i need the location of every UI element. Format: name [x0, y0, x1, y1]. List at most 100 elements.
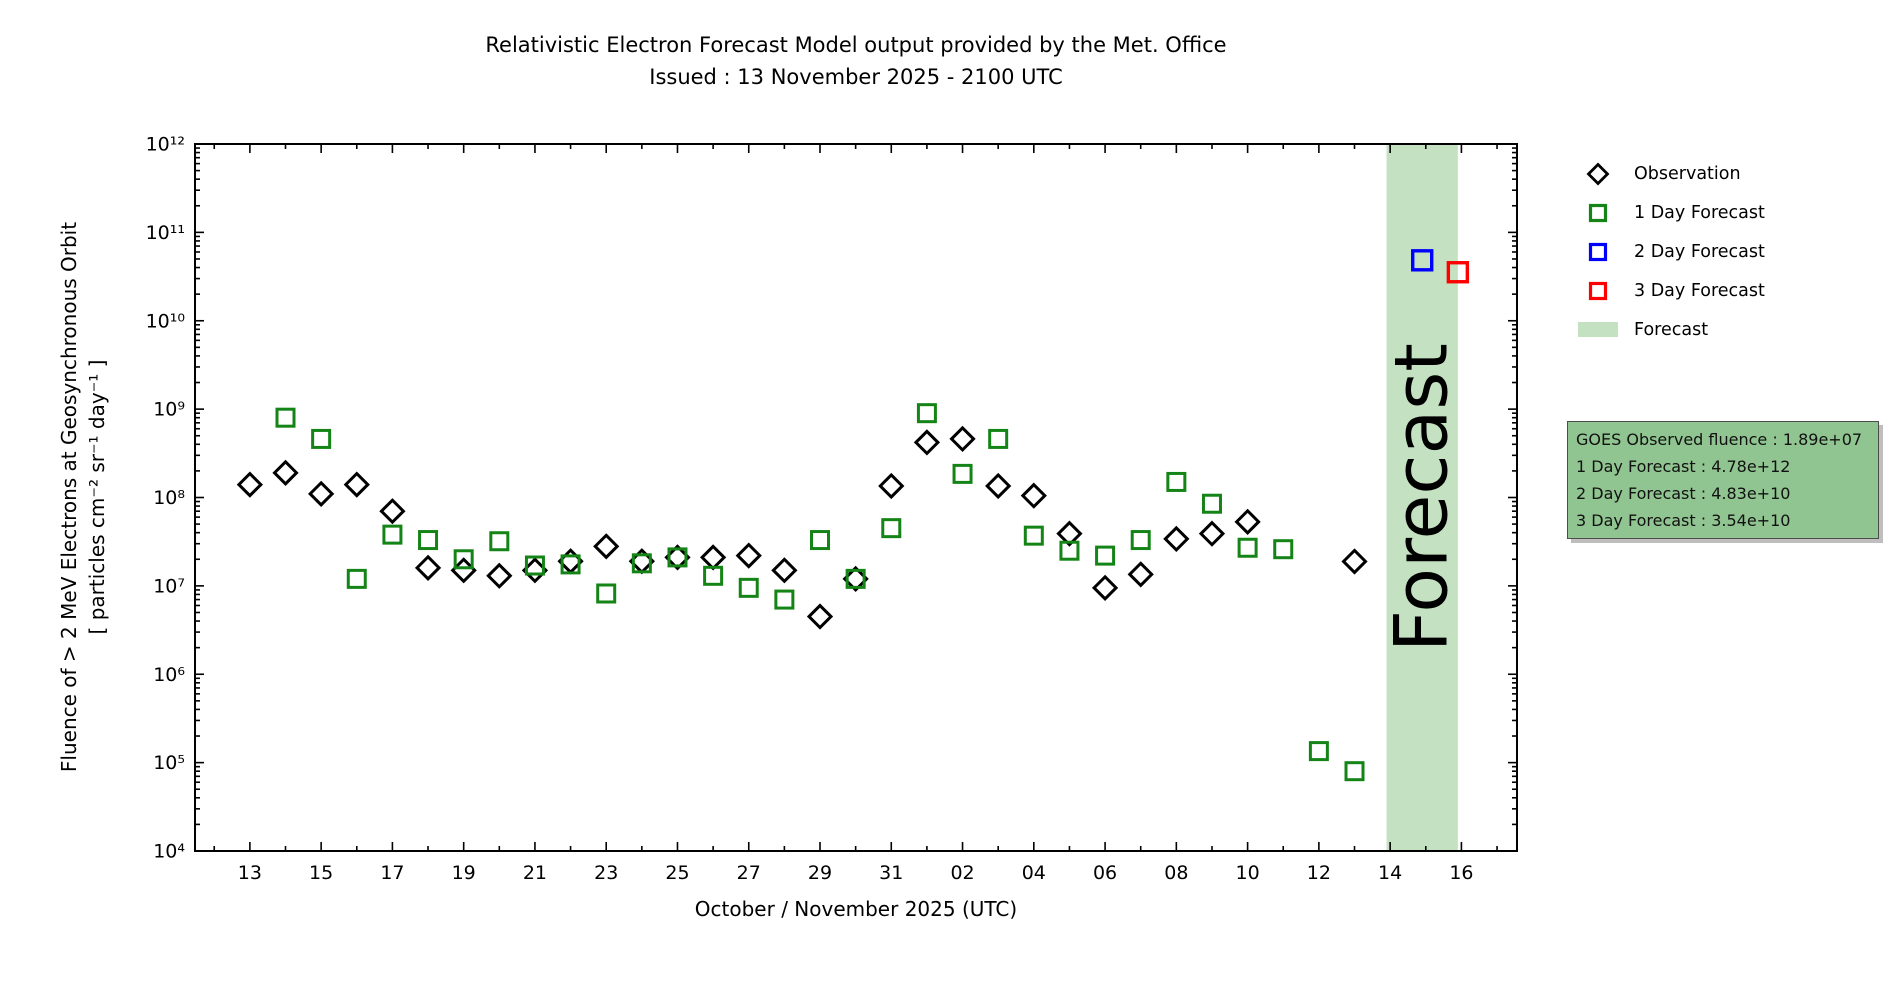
x-tick-label: 13: [238, 862, 262, 884]
x-tick-label: 17: [380, 862, 404, 884]
observation-marker-icon: [1576, 162, 1620, 186]
data-point-1-day-forecast: [738, 577, 759, 598]
x-tick-label: 31: [879, 862, 903, 884]
data-point-1-day-forecast: [845, 568, 866, 589]
data-point-observation: [1163, 525, 1190, 553]
data-point-1-day-forecast: [703, 565, 724, 586]
data-point-observation: [1020, 482, 1047, 509]
y-tick-label: 10¹⁰: [146, 310, 185, 332]
data-point-1-day-forecast: [489, 531, 510, 552]
info-line: 2 Day Forecast : 4.83e+10: [1576, 484, 1791, 503]
legend-item-forecast: Forecast: [1576, 316, 1765, 343]
x-tick-label: 29: [808, 862, 832, 884]
data-point-observation: [272, 459, 299, 486]
data-point-1-day-forecast: [1237, 537, 1258, 558]
y-axis-unit-label: [ particles cm⁻² sr⁻¹ day⁻¹ ]: [85, 360, 109, 635]
forecast-band-swatch-icon: [1576, 321, 1620, 338]
info-line: GOES Observed fluence : 1.89e+07: [1576, 430, 1863, 449]
data-point-observation: [699, 544, 727, 571]
legend-label: 2 Day Forecast: [1634, 241, 1765, 262]
info-line: 3 Day Forecast : 3.54e+10: [1576, 511, 1791, 530]
legend: Observation 1 Day Forecast 2 Day Forecast 3…: [1576, 160, 1765, 343]
data-point-observation: [593, 533, 620, 560]
data-point-1-day-forecast: [1166, 471, 1187, 492]
x-tick-label: 02: [950, 862, 974, 884]
legend-item-observation: Observation: [1576, 160, 1765, 187]
chart-subtitle: Issued : 13 November 2025 - 2100 UTC: [649, 65, 1063, 89]
data-point-1-day-forecast: [1059, 540, 1080, 561]
data-point-observation: [236, 471, 263, 498]
legend-item-2-day-forecast: 2 Day Forecast: [1576, 238, 1765, 265]
data-point-observation: [414, 554, 442, 581]
data-point-observation: [878, 472, 905, 500]
data-point-observation: [1234, 508, 1261, 535]
data-point-1-day-forecast: [1023, 525, 1044, 546]
chart-content: Forecast 13 15 17 19 21 23 25 27 29 31 02 04 06 08 10 12…: [146, 134, 1518, 884]
forecast-marker-icon: [1576, 201, 1620, 225]
data-point-1-day-forecast: [1273, 539, 1294, 560]
series-observation: [236, 425, 1368, 630]
chart-title: Relativistic Electron Forecast Model out…: [485, 33, 1226, 57]
data-point-1-day-forecast: [1201, 493, 1222, 514]
data-point-1-day-forecast: [916, 403, 937, 424]
series-3-day-forecast: [1446, 261, 1470, 284]
data-point-observation: [1056, 520, 1083, 547]
forecast-marker-icon: [1576, 279, 1620, 303]
x-tick-label: 25: [665, 862, 689, 884]
legend-label: Forecast: [1634, 319, 1709, 340]
x-tick-label: 14: [1378, 862, 1402, 884]
data-point-1-day-forecast: [810, 530, 831, 551]
data-point-observation: [806, 603, 834, 630]
legend-item-1-day-forecast: 1 Day Forecast: [1576, 199, 1765, 226]
data-point-observation: [771, 557, 798, 584]
y-tick-label: 10⁶: [153, 664, 185, 686]
info-line: 1 Day Forecast : 4.78e+12: [1576, 457, 1791, 476]
y-tick-label: 10⁴: [153, 841, 185, 863]
data-point-1-day-forecast: [275, 407, 296, 428]
x-tick-label: 12: [1307, 862, 1331, 884]
data-point-1-day-forecast: [988, 428, 1009, 449]
series-2-day-forecast: [1411, 249, 1434, 272]
data-point-1-day-forecast: [881, 518, 902, 539]
y-tick-label: 10⁵: [153, 752, 185, 774]
data-point-observation: [1127, 561, 1154, 588]
data-point-1-day-forecast: [1095, 545, 1116, 566]
data-point-3-day-forecast: [1446, 261, 1470, 284]
y-tick-label: 10¹²: [146, 134, 185, 156]
data-point-1-day-forecast: [596, 583, 617, 604]
data-point-1-day-forecast: [631, 553, 652, 574]
x-tick-label: 06: [1093, 862, 1117, 884]
data-point-1-day-forecast: [311, 428, 332, 449]
data-point-1-day-forecast: [952, 463, 973, 484]
data-point-1-day-forecast: [418, 530, 439, 551]
y-tick-label: 10¹¹: [146, 222, 185, 244]
plot-frame: [194, 143, 1518, 852]
legend-label: Observation: [1634, 163, 1741, 184]
data-point-observation: [1091, 574, 1119, 601]
data-point-observation: [1198, 520, 1226, 547]
data-point-observation: [379, 498, 406, 525]
legend-item-3-day-forecast: 3 Day Forecast: [1576, 277, 1765, 304]
y-tick-label: 10⁷: [153, 575, 185, 597]
data-point-observation: [343, 471, 370, 498]
data-point-observation: [308, 480, 335, 507]
forecast-info-box: GOES Observed fluence : 1.89e+07 1 Day Fo…: [1567, 421, 1879, 539]
legend-label: 1 Day Forecast: [1634, 202, 1765, 223]
data-point-1-day-forecast: [774, 589, 795, 610]
x-tick-label: 27: [737, 862, 761, 884]
x-tick-label: 08: [1164, 862, 1188, 884]
data-point-1-day-forecast: [524, 555, 545, 576]
x-tick-label: 10: [1236, 862, 1260, 884]
axis-ticks: [195, 143, 1517, 852]
data-point-observation: [949, 425, 976, 453]
x-tick-label: 15: [309, 862, 333, 884]
data-point-1-day-forecast: [1308, 741, 1329, 762]
data-point-1-day-forecast: [1344, 761, 1365, 782]
data-point-observation: [913, 429, 941, 456]
data-point-1-day-forecast: [346, 568, 367, 589]
series-1-day-forecast: [275, 403, 1365, 782]
y-tick-label: 10⁹: [153, 399, 185, 421]
data-point-1-day-forecast: [560, 554, 581, 575]
